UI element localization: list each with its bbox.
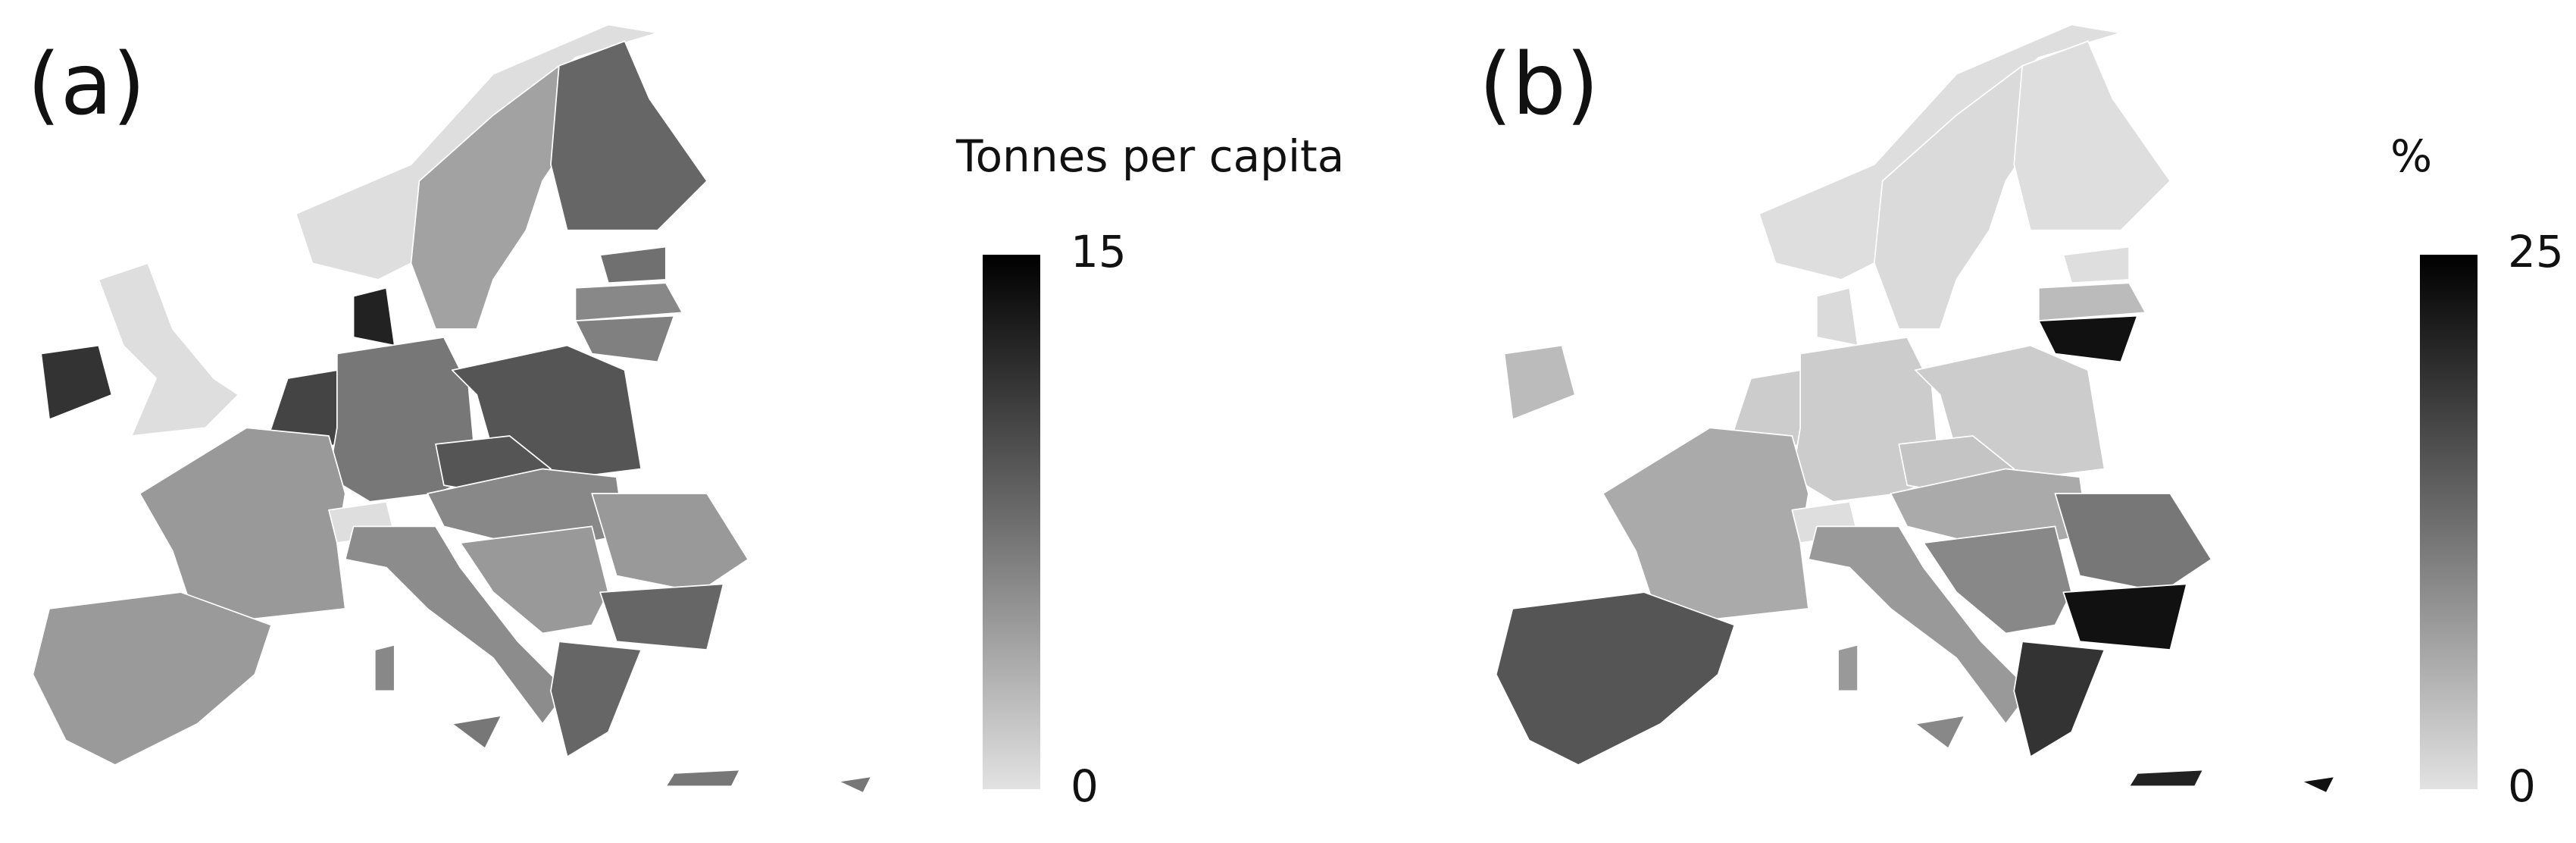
colorbar-tick-label: 0 xyxy=(1071,760,1099,812)
colorbar xyxy=(2420,255,2478,789)
colorbar-title: % xyxy=(2390,130,2432,182)
map-a xyxy=(32,24,873,794)
panel-label: (b) xyxy=(1479,36,1599,134)
colorbar-tick-label: 15 xyxy=(1071,226,1127,277)
colorbar-tick-label: 0 xyxy=(2508,760,2536,812)
map-b xyxy=(1495,24,2336,794)
panel-label: (a) xyxy=(27,36,145,134)
colorbar-title: Tonnes per capita xyxy=(955,130,1344,182)
colorbar xyxy=(983,255,1040,789)
colorbar-tick-label: 25 xyxy=(2508,226,2564,277)
